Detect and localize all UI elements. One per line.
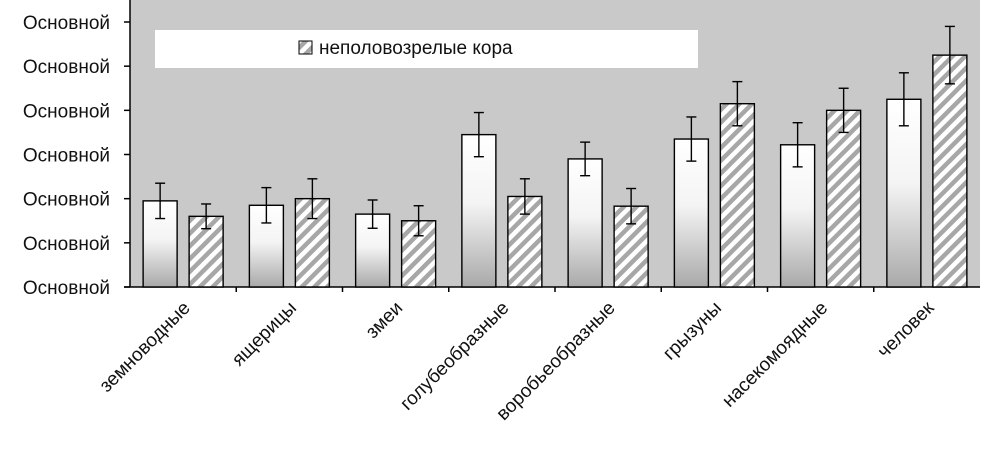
error-bar xyxy=(732,80,743,127)
legend-label: неполовозрелые кора xyxy=(319,38,513,59)
y-tick-label: Основной xyxy=(23,190,110,211)
bar-gradient xyxy=(567,158,603,288)
x-category-label: грызуны xyxy=(659,298,726,365)
error-bar xyxy=(307,178,318,220)
error-bar xyxy=(201,203,212,230)
error-bar xyxy=(519,178,530,215)
error-bar xyxy=(686,116,697,162)
legend-box xyxy=(155,30,698,68)
error-bar xyxy=(944,25,955,85)
bar-hatched xyxy=(825,109,862,288)
x-category-label: воробьеобразные xyxy=(493,298,620,425)
y-tick-label: Основной xyxy=(23,101,110,122)
error-bar xyxy=(838,87,849,134)
y-tick-label: Основной xyxy=(23,234,110,255)
error-bar xyxy=(155,182,166,220)
y-tick-label: Основной xyxy=(23,278,110,299)
y-tick-label: Основной xyxy=(23,57,110,78)
bar-gradient xyxy=(461,133,497,288)
error-bar xyxy=(473,111,484,158)
error-bars-group xyxy=(155,25,955,237)
legend: неполовозрелые кора xyxy=(155,30,698,68)
bar-gradient xyxy=(673,138,710,288)
x-category-label: голубеобразные xyxy=(396,298,513,415)
legend-swatch-hatched xyxy=(298,40,313,55)
y-axis-ticks: Основной Основной Основной Основной Основной… xyxy=(23,13,130,299)
error-bar xyxy=(626,187,637,225)
error-bar xyxy=(580,141,591,177)
error-bar xyxy=(367,199,378,229)
bar-gradient xyxy=(886,98,922,288)
y-tick-label: Основной xyxy=(23,146,110,167)
error-bar xyxy=(413,205,424,237)
bar-hatched xyxy=(932,54,968,288)
x-category-label: змеи xyxy=(362,298,407,343)
y-tick-label: Основной xyxy=(23,13,110,34)
x-category-label: земноводные xyxy=(96,298,195,397)
error-bar xyxy=(261,186,272,224)
x-axis-category-labels: земноводные ящерицы змеиголубеобразныеворо… xyxy=(96,297,939,425)
x-category-label: человек xyxy=(874,297,939,362)
error-bar xyxy=(792,121,803,168)
x-category-label: насекомоядные xyxy=(718,298,832,412)
bar-hatched xyxy=(719,103,756,288)
x-axis-ticks xyxy=(235,287,875,292)
error-bar xyxy=(898,72,909,127)
bar-gradient xyxy=(779,144,816,288)
x-category-label: ящерицы xyxy=(228,298,301,371)
